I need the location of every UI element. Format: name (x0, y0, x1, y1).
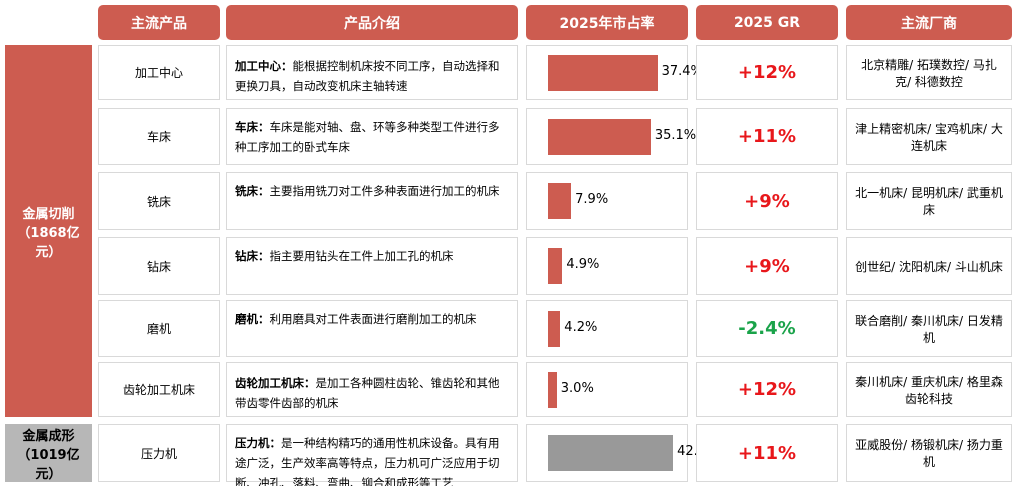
header-cell: 2025年市占率 (526, 5, 688, 40)
intro-cell: 铣床：主要指用铣刀对工件多种表面进行加工的机床 (226, 172, 518, 230)
share-bar (548, 183, 572, 219)
intro-title: 车床： (235, 120, 270, 134)
vendor-cell: 北京精雕/ 拓璞数控/ 马扎克/ 科德数控 (846, 45, 1012, 100)
intro-cell: 磨机：利用磨具对工件表面进行磨削加工的机床 (226, 300, 518, 357)
intro-cell: 压力机：是一种结构精巧的通用性机床设备。具有用途广泛，生产效率高等特点，压力机可… (226, 424, 518, 486)
vendor-cell: 亚威股份/ 杨锻机床/ 扬力重机 (846, 424, 1012, 482)
share-bar (548, 54, 658, 91)
product-cell: 铣床 (98, 172, 220, 230)
header-cell: 主流厂商 (846, 5, 1012, 40)
group-label: 金属切削（1868亿元） (5, 45, 92, 417)
header-cell: 产品介绍 (226, 5, 518, 40)
intro-title: 铣床： (235, 184, 270, 198)
intro-text: 能根据控制机床按不同工序，自动选择和更换刀具，自动改变机床主轴转速 (235, 59, 500, 93)
gr-cell: +9% (696, 237, 838, 295)
product-cell: 车床 (98, 108, 220, 165)
gr-cell: +12% (696, 362, 838, 417)
intro-title: 齿轮加工机床： (235, 376, 316, 390)
product-cell: 齿轮加工机床 (98, 362, 220, 417)
intro-cell: 钻床：指主要用钻头在工件上加工孔的机床 (226, 237, 518, 295)
intro-cell: 加工中心：能根据控制机床按不同工序，自动选择和更换刀具，自动改变机床主轴转速 (226, 45, 518, 100)
share-label: 37.4% (661, 63, 703, 79)
share-label: 4.9% (566, 257, 600, 272)
gr-cell: +9% (696, 172, 838, 230)
header-cell: 2025 GR (696, 5, 838, 40)
vendor-cell: 秦川机床/ 重庆机床/ 格里森齿轮科技 (846, 362, 1012, 417)
product-cell: 钻床 (98, 237, 220, 295)
intro-text: 是一种结构精巧的通用性机床设备。具有用途广泛，生产效率高等特点，压力机可广泛应用… (235, 436, 500, 486)
product-cell: 加工中心 (98, 45, 220, 100)
group-label: 金属成形（1019亿元） (5, 424, 92, 482)
intro-cell: 齿轮加工机床：是加工各种圆柱齿轮、锥齿轮和其他带齿零件齿部的机床 (226, 362, 518, 417)
intro-text: 主要指用铣刀对工件多种表面进行加工的机床 (269, 184, 500, 198)
intro-title: 磨机： (235, 312, 270, 326)
intro-title: 加工中心： (235, 59, 293, 73)
intro-title: 钻床： (235, 249, 270, 263)
share-bar (548, 310, 561, 347)
vendor-cell: 北一机床/ 昆明机床/ 武重机床 (846, 172, 1012, 230)
gr-cell: +12% (696, 45, 838, 100)
intro-cell: 车床：车床是能对轴、盘、环等多种类型工件进行多种工序加工的卧式车床 (226, 108, 518, 165)
share-bar (548, 371, 557, 408)
share-label: 35.1% (654, 127, 697, 143)
gr-cell: +11% (696, 108, 838, 165)
vendor-cell: 创世纪/ 沈阳机床/ 斗山机床 (846, 237, 1012, 295)
vendor-cell: 津上精密机床/ 宝鸡机床/ 大连机床 (846, 108, 1012, 165)
intro-text: 车床是能对轴、盘、环等多种类型工件进行多种工序加工的卧式车床 (235, 120, 500, 154)
intro-title: 压力机： (235, 436, 281, 450)
share-label: 7.9% (575, 192, 609, 207)
share-bar (548, 118, 651, 155)
intro-text: 是加工各种圆柱齿轮、锥齿轮和其他带齿零件齿部的机床 (235, 376, 500, 410)
header-cell: 主流产品 (98, 5, 220, 40)
share-bar (548, 248, 563, 284)
gr-cell: -2.4% (696, 300, 838, 357)
vendor-cell: 联合磨削/ 秦川机床/ 日发精机 (846, 300, 1012, 357)
gr-cell: +11% (696, 424, 838, 482)
intro-text: 指主要用钻头在工件上加工孔的机床 (269, 249, 454, 263)
product-cell: 压力机 (98, 424, 220, 482)
share-label: 3.0% (560, 380, 594, 396)
product-cell: 磨机 (98, 300, 220, 357)
share-bar (548, 435, 674, 471)
intro-text: 利用磨具对工件表面进行磨削加工的机床 (269, 312, 477, 326)
share-label: 4.2% (564, 319, 598, 335)
